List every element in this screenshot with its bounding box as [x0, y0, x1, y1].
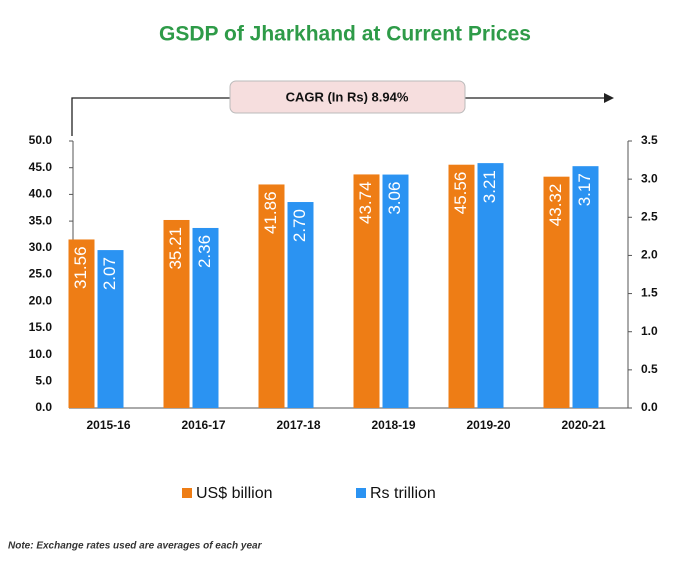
bar	[477, 163, 504, 408]
bar	[163, 219, 190, 408]
arrow-head	[604, 93, 614, 103]
y-tick-label: 35.0	[29, 213, 53, 227]
y-tick-label: 20.0	[29, 293, 53, 307]
y-tick-label: 15.0	[29, 320, 53, 334]
value-label: 3.21	[480, 170, 499, 203]
y2-tick-label: 1.0	[641, 324, 658, 338]
x-tick-label: 2018-19	[371, 418, 415, 432]
value-label: 2.07	[100, 257, 119, 290]
bar	[382, 174, 409, 408]
value-label: 2.36	[195, 235, 214, 268]
y-tick-label: 5.0	[35, 373, 52, 387]
bar	[572, 166, 599, 408]
legend-swatch	[356, 488, 366, 498]
value-label: 3.17	[575, 173, 594, 206]
value-label: 43.32	[546, 184, 565, 227]
y-tick-label: 0.0	[35, 400, 52, 414]
y-tick-label: 40.0	[29, 187, 53, 201]
legend-swatch	[182, 488, 192, 498]
y2-tick-label: 2.0	[641, 248, 658, 262]
x-tick-label: 2019-20	[466, 418, 510, 432]
cagr-box	[229, 80, 466, 114]
value-label: 31.56	[71, 246, 90, 289]
y-tick-label: 10.0	[29, 347, 53, 361]
bar	[353, 174, 380, 408]
y-tick-label: 45.0	[29, 160, 53, 174]
bar	[97, 250, 124, 408]
y2-tick-label: 3.0	[641, 171, 658, 185]
y-tick-label: 50.0	[29, 133, 53, 147]
x-tick-label: 2016-17	[181, 418, 225, 432]
x-tick-label: 2020-21	[561, 418, 605, 432]
y-tick-label: 30.0	[29, 240, 53, 254]
x-tick-label: 2015-16	[86, 418, 130, 432]
value-label: 45.56	[451, 172, 470, 215]
y2-tick-label: 2.5	[641, 209, 658, 223]
bar	[258, 184, 285, 408]
bar	[543, 176, 570, 408]
cagr-label: CAGR (In Rs) 8.94%	[286, 89, 409, 104]
y2-tick-label: 0.0	[641, 400, 658, 414]
value-label: 43.74	[356, 181, 375, 224]
y2-tick-label: 1.5	[641, 286, 658, 300]
y2-tick-label: 0.5	[641, 362, 658, 376]
y2-tick-label: 3.5	[641, 133, 658, 147]
bar	[448, 164, 475, 408]
bar	[287, 202, 314, 408]
value-label: 41.86	[261, 191, 280, 234]
value-label: 2.70	[290, 209, 309, 242]
bar	[68, 239, 95, 408]
chart-title: GSDP of Jharkhand at Current Prices	[159, 23, 531, 46]
x-tick-label: 2017-18	[276, 418, 320, 432]
bar	[192, 227, 219, 408]
value-label: 3.06	[385, 182, 404, 215]
legend-label: Rs trillion	[370, 485, 436, 502]
value-label: 35.21	[166, 227, 185, 270]
y-tick-label: 25.0	[29, 267, 53, 281]
note: Note: Exchange rates used are averages o…	[8, 541, 263, 552]
legend-label: US$ billion	[196, 485, 272, 502]
